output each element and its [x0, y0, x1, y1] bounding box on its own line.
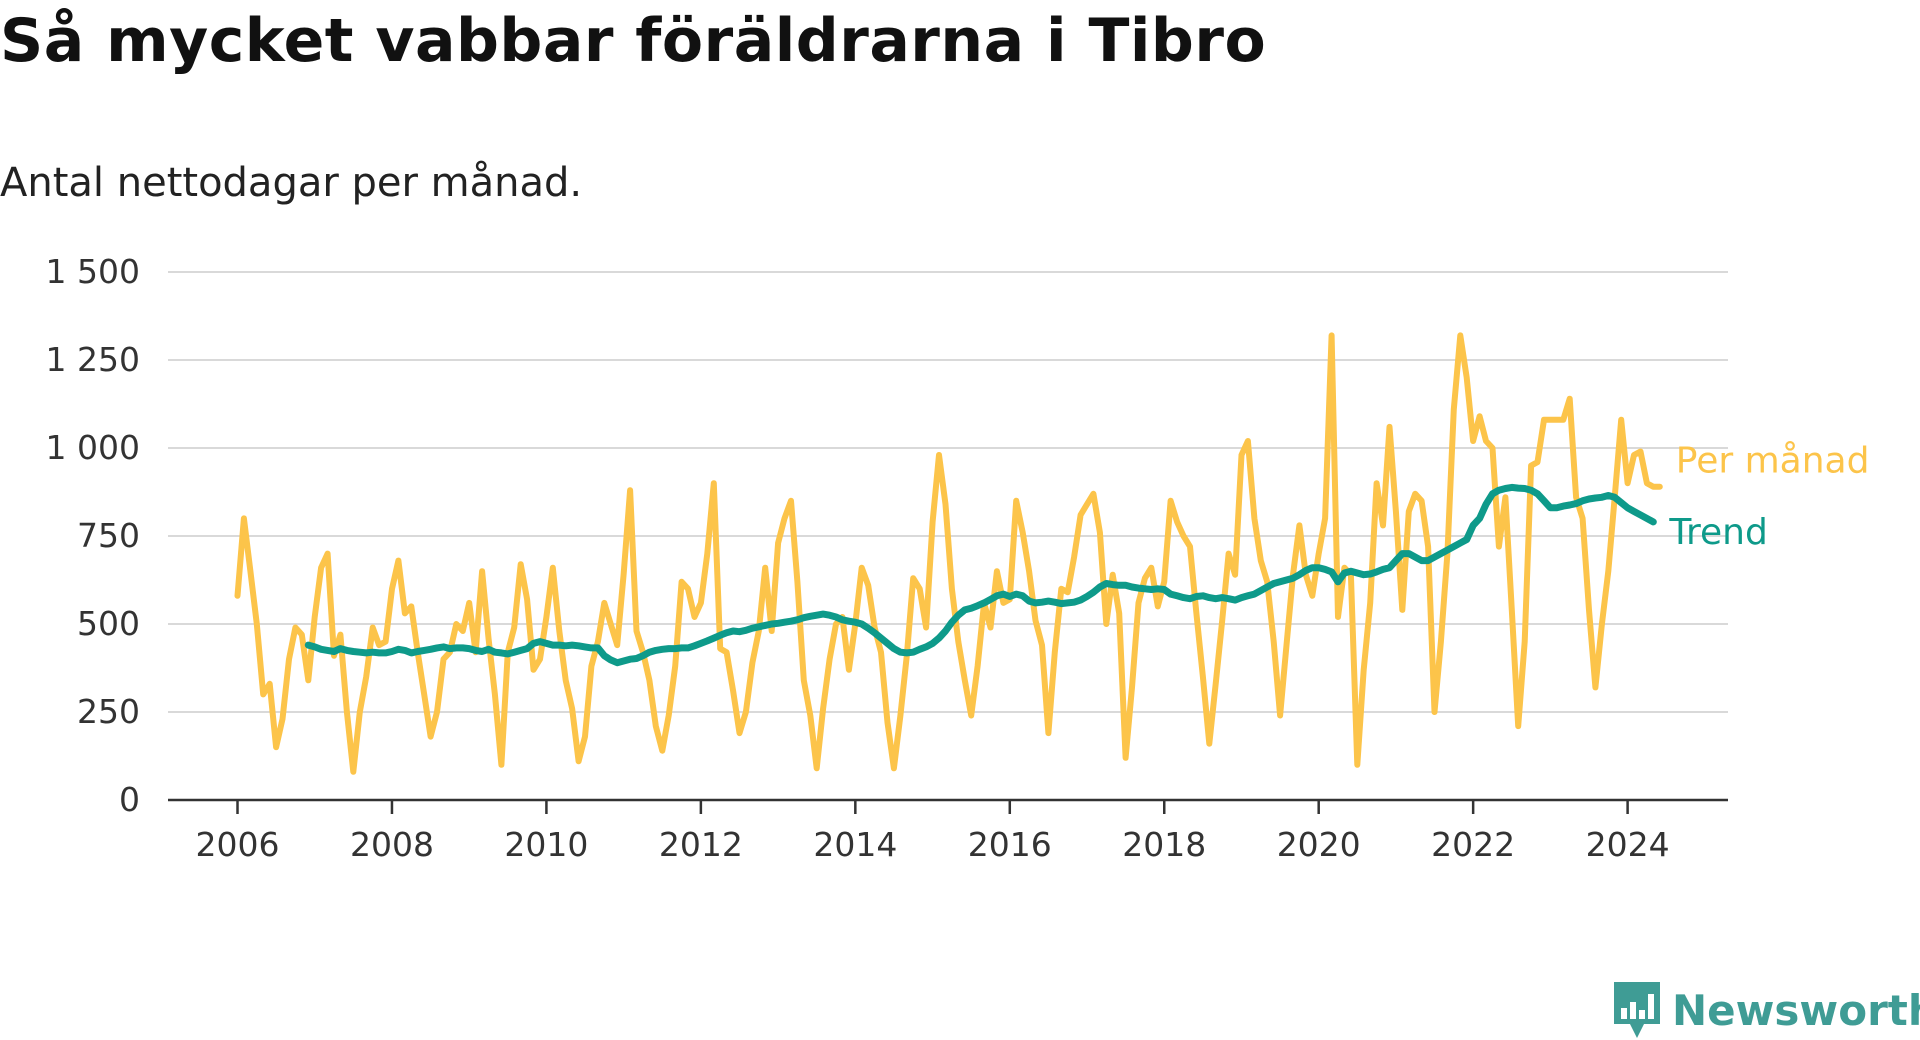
y-tick-label: 750 [77, 516, 140, 555]
x-tick-label: 2022 [1431, 825, 1515, 864]
chart-subtitle: Antal nettodagar per månad. [0, 160, 583, 206]
brand-logo: Newsworthy [1612, 980, 1920, 1040]
x-axis: 2006 2008 2010 2012 2014 2016 2018 2020 2022 2024 [168, 798, 1728, 864]
series-line-trend [304, 483, 1657, 667]
x-tick-label: 2020 [1277, 825, 1361, 864]
x-tick-label: 2016 [968, 825, 1052, 864]
chart-title: Så mycket vabbar föräldrarna i Tibro [0, 6, 1267, 76]
x-tick-label: 2008 [350, 825, 434, 864]
x-tick-label: 2006 [196, 825, 280, 864]
newsworthy-icon [1614, 982, 1660, 1038]
series-labels: Per månad Trend [1668, 441, 1869, 553]
y-tick-label: 0 [119, 780, 140, 819]
x-tick-label: 2012 [659, 825, 743, 864]
y-axis: 0 250 500 750 1 000 1 250 1 500 [46, 252, 140, 819]
series-lines [234, 332, 1663, 775]
y-tick-label: 1 250 [46, 340, 140, 379]
y-tick-label: 250 [77, 692, 140, 731]
y-tick-label: 1 500 [46, 252, 140, 291]
x-tick-label: 2010 [504, 825, 588, 864]
y-tick-label: 500 [77, 604, 140, 643]
series-label: Trend [1668, 512, 1768, 553]
x-tick-label: 2014 [813, 825, 897, 864]
y-tick-label: 1 000 [46, 428, 140, 467]
x-tick-label: 2024 [1586, 825, 1670, 864]
x-tick-label: 2018 [1122, 825, 1206, 864]
brand-name: Newsworthy [1672, 985, 1920, 1035]
series-label: Per månad [1676, 441, 1870, 482]
series-line-per-manad [234, 332, 1663, 775]
